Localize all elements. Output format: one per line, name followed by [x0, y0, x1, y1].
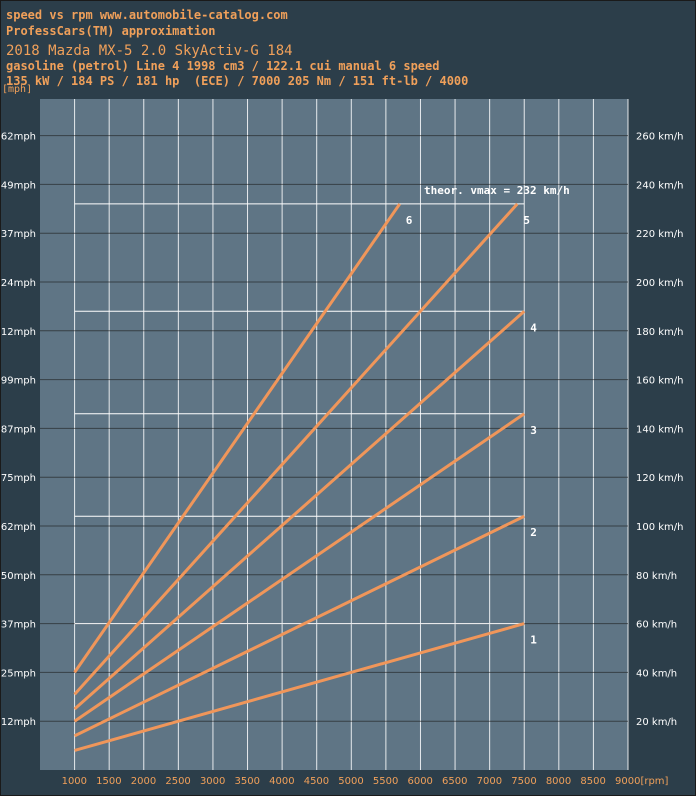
y-right-tick-label: 180 km/h	[636, 327, 684, 338]
y-left-tick-label: 25mph	[1, 668, 36, 679]
x-tick-label: 8500	[580, 776, 605, 787]
gear-line-6	[73, 203, 401, 674]
plot-area	[40, 99, 628, 770]
x-tick-label: 3000	[200, 776, 225, 787]
gear-label-5: 5	[523, 214, 530, 227]
shift-speed-lines	[74, 203, 525, 625]
y-left-tick-label: 99mph	[1, 376, 36, 387]
x-tick-label: 2500	[165, 776, 190, 787]
gear-line-1	[74, 622, 525, 752]
gear-lines	[73, 202, 526, 752]
x-tick-label: 1000	[62, 776, 87, 787]
y-right-tick-label: 120 km/h	[636, 473, 684, 484]
y-right-tick-label: 60 km/h	[636, 620, 677, 631]
gear-label-6: 6	[406, 214, 413, 227]
x-tick-label: 8000	[546, 776, 571, 787]
y-left-tick-label: 62mph	[1, 522, 36, 533]
y-left-tick-label: 37mph	[1, 620, 36, 631]
x-tick-label: 4500	[304, 776, 329, 787]
x-tick-label: 6000	[407, 776, 432, 787]
y-left-tick-label: 137mph	[0, 229, 36, 240]
y-left-tick-label: 12mph	[1, 717, 36, 728]
labels: 1000 1500 2000 2500 3000 3500 4000 4500 5000 5500…	[0, 132, 684, 787]
gear-label-1: 1	[530, 634, 537, 647]
y-right-tick-label: 40 km/h	[636, 668, 677, 679]
y-axis-unit-label: [mph]	[2, 84, 33, 95]
gear-label-2: 2	[530, 526, 537, 539]
x-tick-label: 1500	[96, 776, 121, 787]
power-spec-line: 135 kW / 184 PS / 181 hp (ECE) / 7000 20…	[6, 74, 469, 88]
x-tick-label: 2000	[131, 776, 156, 787]
gear-line-3	[73, 412, 526, 723]
chart-title: 2018 Mazda MX-5 2.0 SkyActiv-G 184	[6, 43, 293, 59]
chart-source-line: speed vs rpm www.automobile-catalog.com	[6, 8, 288, 22]
vmax-annotation: theor. vmax = 232 km/h	[424, 184, 570, 197]
y-right-tick-label: 80 km/h	[636, 571, 677, 582]
y-left-tick-label: 112mph	[0, 327, 36, 338]
y-left-tick-label: 162mph	[0, 132, 36, 143]
y-right-tick-label: 20 km/h	[636, 717, 677, 728]
y-right-tick-label: 140 km/h	[636, 424, 684, 435]
x-tick-label: 3500	[235, 776, 260, 787]
y-right-tick-label: 260 km/h	[636, 132, 684, 143]
x-tick-label: 5500	[373, 776, 398, 787]
y-right-tick-label: 200 km/h	[636, 278, 684, 289]
y-right-tick-label: 240 km/h	[636, 180, 684, 191]
x-tick-label: 6500	[442, 776, 467, 787]
y-right-tick-label: 160 km/h	[636, 376, 684, 387]
x-tick-label: 7000	[477, 776, 502, 787]
gear-label-4: 4	[530, 321, 537, 334]
gear-line-2	[73, 514, 525, 738]
engine-spec-line: gasoline (petrol) Line 4 1998 cm3 / 122.…	[6, 59, 440, 73]
y-left-tick-label: 87mph	[1, 424, 36, 435]
y-left-tick-label: 149mph	[0, 180, 36, 191]
gear-line-5	[73, 202, 519, 696]
y-left-tick-label: 124mph	[0, 278, 36, 289]
x-tick-label: 4000	[269, 776, 294, 787]
y-left-tick-label: 75mph	[1, 473, 36, 484]
x-tick-label: 9000[rpm]	[615, 776, 669, 787]
x-tick-label: 5000	[338, 776, 363, 787]
y-right-tick-label: 100 km/h	[636, 522, 684, 533]
gear-label-3: 3	[530, 424, 537, 437]
y-right-tick-label: 220 km/h	[636, 229, 684, 240]
y-left-tick-label: 50mph	[1, 571, 36, 582]
chart-approximation-line: ProfessCars(TM) approximation	[6, 24, 216, 38]
x-tick-label: 7500	[511, 776, 536, 787]
gear-line-4	[73, 310, 526, 711]
